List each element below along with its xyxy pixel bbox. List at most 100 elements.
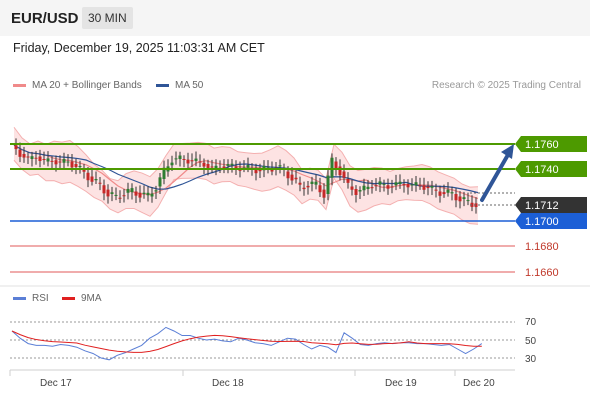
candle-body	[458, 196, 462, 202]
candle-body	[286, 171, 290, 179]
candle-body	[382, 183, 386, 185]
tag-1760-text: 1.1760	[525, 139, 559, 151]
x-label-dec17: Dec 17	[40, 378, 72, 389]
candle-body	[318, 185, 322, 193]
candle-body	[190, 160, 194, 162]
candle-body	[442, 192, 446, 195]
candle-body	[278, 165, 282, 167]
rsi-axis-70: 70	[525, 317, 537, 328]
candle-body	[234, 166, 238, 169]
rsi-9ma-line	[11, 330, 482, 353]
candle-body	[162, 167, 166, 179]
ma9-swatch	[62, 297, 75, 300]
candle-body	[82, 169, 86, 172]
candle-body	[54, 160, 58, 165]
candle-body	[418, 185, 422, 187]
candle-body	[462, 197, 466, 199]
candle-body	[126, 188, 130, 193]
candle-body	[98, 182, 102, 184]
candle-body	[206, 164, 210, 168]
candle-body	[354, 189, 358, 195]
candle-body	[346, 179, 350, 183]
candle-body	[370, 187, 374, 189]
candle-body	[402, 184, 406, 186]
legend-9ma: 9MA	[62, 293, 102, 304]
candle-body	[182, 159, 186, 160]
candle-body	[270, 169, 274, 172]
candle-body	[34, 157, 38, 159]
candle-body	[202, 162, 206, 167]
chart-header: EUR/USD 30 MIN	[0, 0, 590, 36]
tag-1660-text: 1.1660	[525, 267, 559, 279]
legend-ma50: MA 50	[156, 80, 203, 91]
x-label-dec19: Dec 19	[385, 378, 417, 389]
timestamp: Friday, December 19, 2025 11:03:31 AM CE…	[13, 41, 265, 55]
candle-body	[314, 181, 318, 185]
candle-body	[406, 184, 410, 188]
candle-body	[114, 194, 118, 196]
candle-body	[390, 186, 394, 188]
legend-rsi: RSI	[13, 293, 49, 304]
candle-body	[414, 182, 418, 186]
candle-body	[170, 162, 174, 166]
candle-body	[70, 161, 74, 168]
candle-body	[90, 176, 94, 182]
ma20-label: MA 20 + Bollinger Bands	[32, 80, 142, 91]
candle-body	[38, 156, 42, 162]
candle-body	[78, 166, 82, 168]
forecast-arrow	[480, 144, 514, 202]
symbol-label: EUR/USD	[11, 10, 79, 27]
candle-body	[374, 185, 378, 187]
candle-body	[210, 166, 214, 168]
tag-1700: 1.1700	[515, 213, 587, 229]
candle-body	[450, 192, 454, 194]
candle-body	[14, 145, 18, 150]
candle-body	[66, 161, 70, 163]
candle-body	[106, 189, 110, 197]
candle-body	[154, 190, 158, 192]
candle-body	[122, 195, 126, 197]
rsi-swatch	[13, 297, 26, 300]
candle-body	[378, 181, 382, 185]
candle-body	[294, 177, 298, 180]
candle-body	[254, 169, 258, 174]
candle-body	[330, 157, 334, 178]
candle-body	[194, 158, 198, 161]
rsi-line	[11, 326, 483, 361]
rsi-axis-30: 30	[525, 354, 537, 365]
ma20-swatch	[13, 84, 26, 87]
candle-body	[426, 186, 430, 189]
tag-1740: 1.1740	[515, 161, 587, 177]
legend-ma20: MA 20 + Bollinger Bands	[13, 80, 142, 91]
tag-current-text: 1.1712	[525, 200, 559, 212]
candle-body	[30, 156, 34, 159]
candle-body	[366, 186, 370, 189]
ma20-line	[13, 144, 479, 200]
candle-body	[74, 164, 78, 167]
candle-body	[362, 185, 366, 191]
bollinger-upper	[13, 126, 479, 188]
candle-body	[438, 191, 442, 196]
candle-body	[422, 185, 426, 190]
candle-body	[466, 200, 470, 202]
candle-body	[46, 158, 50, 162]
x-label-dec18: Dec 18	[212, 378, 244, 389]
candle-body	[306, 185, 310, 188]
candle-body	[50, 160, 54, 162]
candle-body	[26, 156, 30, 158]
rsi-layer	[11, 326, 483, 361]
candle-body	[326, 175, 330, 194]
candle-body	[214, 165, 218, 169]
ma50-label: MA 50	[175, 80, 204, 91]
candle-body	[298, 182, 302, 185]
candle-body	[150, 193, 154, 197]
timeframe-button[interactable]: 30 MIN	[82, 7, 133, 29]
x-label-dec20: Dec 20	[463, 378, 495, 389]
candle-body	[410, 184, 414, 186]
ma9-label: 9MA	[81, 293, 102, 304]
candle-body	[146, 192, 150, 196]
candle-body	[102, 185, 106, 194]
candle-body	[174, 158, 178, 160]
